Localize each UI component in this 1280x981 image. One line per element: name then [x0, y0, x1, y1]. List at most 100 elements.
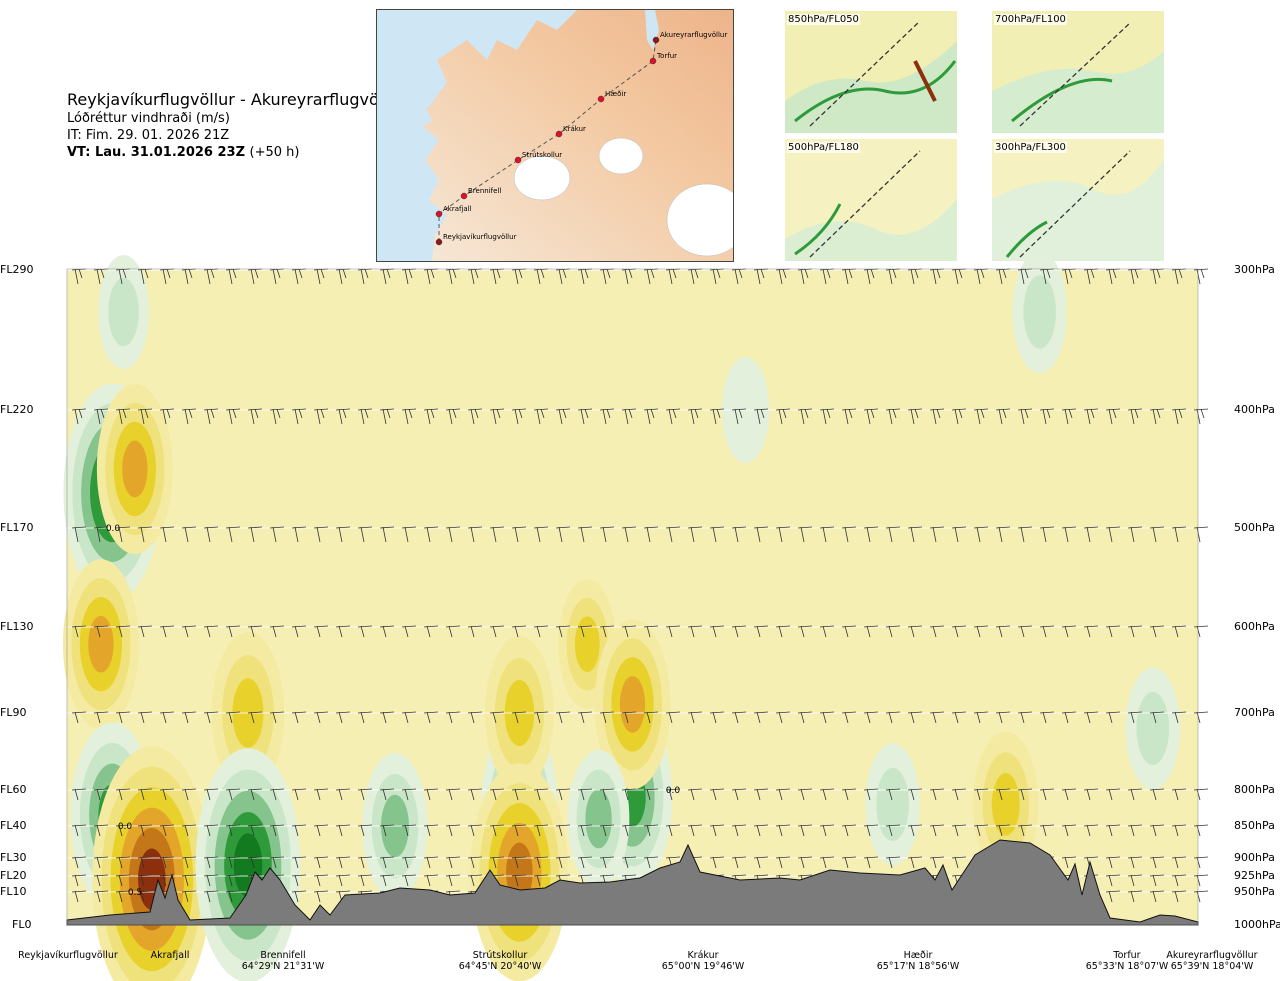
- wind-barb: [511, 625, 527, 638]
- wind-barb: [71, 711, 87, 724]
- vertical-wind-field: [62, 255, 1198, 981]
- wind-barb: [181, 788, 197, 801]
- wind-barb: [973, 711, 989, 724]
- wind-barb: [533, 788, 549, 801]
- wind-barb: [1017, 526, 1033, 543]
- wind-barb: [1127, 711, 1143, 724]
- wind-barb: [467, 526, 483, 543]
- wind-barb: [1083, 711, 1099, 724]
- waypoint[interactable]: Akrafjall: [435, 205, 472, 218]
- wind-barb: [225, 711, 241, 724]
- location-name: Strútskollur: [472, 950, 528, 961]
- wind-barb: [489, 526, 505, 543]
- wind-barb: [687, 625, 703, 638]
- panel-500hpa[interactable]: 500hPa/FL180: [785, 139, 957, 261]
- panel-700hpa[interactable]: 700hPa/FL100: [992, 11, 1164, 133]
- location-label: Brennifell 64°29'N 21°31'W: [233, 950, 333, 972]
- wind-barb: [401, 526, 417, 543]
- waypoint[interactable]: Akureyrarflugvöllur: [652, 31, 727, 44]
- wind-barb: [555, 625, 571, 638]
- wind-barb: [841, 408, 857, 425]
- vertical-wind-cell: [574, 616, 600, 673]
- wind-barb: [335, 526, 351, 543]
- waypoint[interactable]: Krákur: [555, 125, 586, 138]
- location-coord: 65°17'N 18°56'W: [876, 961, 960, 972]
- wind-barb: [929, 526, 945, 543]
- wind-barb: [797, 711, 813, 724]
- panel-850hpa[interactable]: 850hPa/FL050: [785, 11, 957, 133]
- wind-barb: [709, 824, 725, 837]
- wind-barb: [709, 711, 725, 724]
- wind-barb: [247, 824, 263, 837]
- wind-barb: [71, 526, 87, 543]
- wind-barb: [291, 711, 307, 724]
- wind-barb: [225, 526, 241, 543]
- wind-barb: [467, 711, 483, 724]
- valid-time-value: VT: Lau. 31.01.2026 23Z: [67, 145, 246, 160]
- wind-barb: [599, 526, 615, 543]
- wind-barb: [533, 625, 549, 638]
- wind-barb: [951, 625, 967, 638]
- wind-barb: [1061, 856, 1077, 869]
- waypoint[interactable]: Hæðir: [597, 90, 626, 103]
- location-label: Strútskollur 64°45'N 20°40'W: [450, 950, 550, 972]
- pressure-label: 925hPa: [1234, 869, 1275, 882]
- wind-barb: [401, 625, 417, 638]
- wind-barb: [93, 874, 109, 887]
- wind-barb: [445, 788, 461, 801]
- wind-barb: [599, 625, 615, 638]
- wind-barb: [357, 408, 373, 425]
- wind-barb: [819, 856, 835, 869]
- wind-barb: [1061, 711, 1077, 724]
- wind-barb: [489, 711, 505, 724]
- wind-barb: [533, 711, 549, 724]
- wind-barb: [467, 874, 483, 887]
- route-map[interactable]: Reykjavíkurflugvöllur Akrafjall Brennifell…: [376, 9, 734, 262]
- wind-barb: [621, 788, 637, 801]
- wind-barb: [709, 625, 725, 638]
- wind-barb: [775, 711, 791, 724]
- cross-section-chart: 0.0 0.0 0.5 0.0: [62, 255, 1209, 981]
- wind-barb: [203, 856, 219, 869]
- wind-barb: [665, 788, 681, 801]
- wind-barb: [291, 788, 307, 801]
- wind-barb: [1149, 788, 1165, 801]
- wind-barb: [995, 788, 1011, 801]
- wind-barb: [181, 856, 197, 869]
- wind-barb: [489, 856, 505, 869]
- wind-barb: [643, 788, 659, 801]
- flight-level-label: FL130: [0, 620, 34, 633]
- wind-barb: [445, 711, 461, 724]
- wind-barb: [841, 788, 857, 801]
- waypoint[interactable]: Torfur: [649, 52, 677, 65]
- wind-barb: [313, 824, 329, 837]
- wind-barb: [863, 824, 879, 837]
- wind-barb: [137, 874, 153, 887]
- wind-barb: [181, 625, 197, 638]
- panel-300hpa[interactable]: 300hPa/FL300: [992, 139, 1164, 261]
- wind-barb: [1193, 890, 1209, 903]
- wind-barb: [291, 874, 307, 887]
- wind-barb: [467, 625, 483, 638]
- wind-barb: [533, 856, 549, 869]
- wind-barb: [137, 824, 153, 837]
- wind-barb: [775, 526, 791, 543]
- waypoint[interactable]: Strútskollur: [514, 151, 562, 164]
- wind-barb: [687, 408, 703, 425]
- waypoint[interactable]: Reykjavíkurflugvöllur: [435, 233, 517, 246]
- location-label: Akrafjall: [120, 950, 220, 961]
- waypoint[interactable]: Brennifell: [460, 187, 501, 200]
- wind-barb: [1127, 824, 1143, 837]
- wind-barb: [357, 711, 373, 724]
- wind-barb: [995, 625, 1011, 638]
- wind-barb: [1083, 526, 1099, 543]
- coast-west: [377, 70, 432, 261]
- wind-barb: [731, 526, 747, 543]
- wind-barb: [423, 711, 439, 724]
- wind-barb: [621, 408, 637, 425]
- wind-barb: [599, 711, 615, 724]
- wind-barb: [753, 856, 769, 869]
- wind-barb: [731, 824, 747, 837]
- wind-barb: [203, 408, 219, 425]
- wind-barb: [1061, 625, 1077, 638]
